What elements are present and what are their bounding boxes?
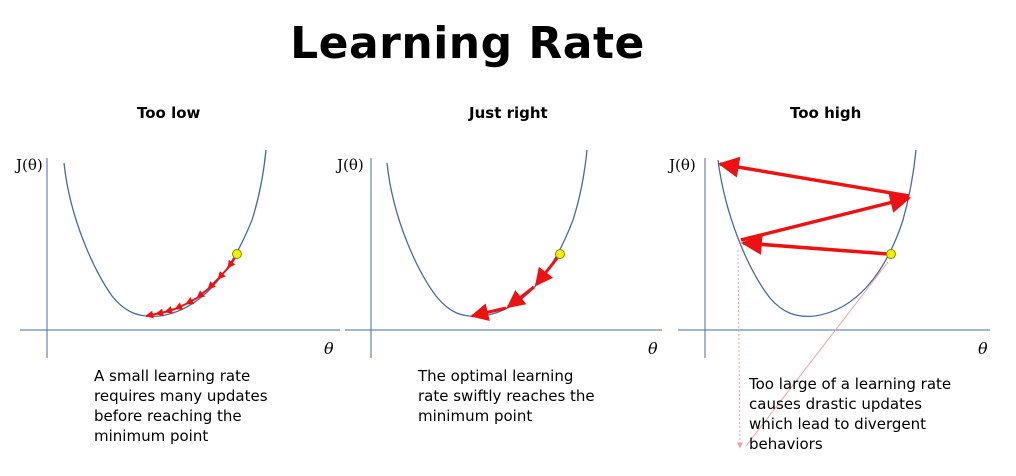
panel-too-low: [20, 149, 340, 358]
update-arrow: [534, 256, 560, 287]
start-point: [232, 249, 242, 259]
panel-too-high: [678, 149, 990, 449]
update-arrow: [506, 285, 535, 309]
x-axis-label-too-low: θ: [324, 339, 334, 358]
cost-curve: [386, 149, 588, 318]
caption-line: minimum point: [94, 427, 209, 445]
update-arrow: [185, 297, 198, 305]
caption-line: causes drastic updates: [749, 395, 922, 413]
y-axis-label-too-high: J(θ): [669, 156, 696, 174]
x-axis-label-too-high: θ: [978, 339, 988, 358]
update-arrow: [740, 192, 912, 242]
x-axis-label-just-right: θ: [648, 339, 658, 358]
start-point: [886, 249, 896, 259]
caption-line: Too large of a learning rate: [749, 375, 952, 393]
caption-line: before reaching the: [94, 407, 242, 425]
update-arrow: [145, 310, 157, 319]
caption-line: The optimal learning: [418, 367, 574, 385]
callout-line: [736, 249, 743, 449]
caption-line: behaviors: [749, 435, 823, 453]
caption-line: which lead to divergent: [749, 415, 927, 433]
small-update-arrows: [145, 254, 238, 319]
y-axis-label-just-right: J(θ): [337, 156, 364, 174]
caption-just-right: The optimal learning rate swiftly reache…: [418, 366, 595, 426]
panel-just-right: [345, 149, 662, 358]
update-arrow: [174, 302, 187, 310]
panel-heading-too-low: Too low: [137, 104, 201, 122]
cost-curve: [717, 149, 917, 318]
caption-line: minimum point: [418, 407, 533, 425]
update-arrow: [207, 278, 219, 290]
update-arrow: [217, 267, 229, 280]
caption-too-high: Too large of a learning rate causes dras…: [749, 374, 951, 454]
callout-lines: [736, 249, 889, 449]
y-axis-label-too-low: J(θ): [16, 156, 43, 174]
caption-line: A small learning rate: [94, 367, 251, 385]
caption-line: rate swiftly reaches the: [418, 387, 595, 405]
caption-too-low: A small learning rate requires many upda…: [94, 366, 268, 446]
update-arrow: [164, 306, 176, 314]
optimal-update-arrows: [470, 256, 560, 322]
update-arrow: [717, 156, 910, 198]
cost-curve: [63, 149, 267, 318]
update-arrow: [196, 288, 209, 299]
update-arrow: [470, 303, 507, 322]
panel-heading-just-right: Just right: [469, 104, 548, 122]
caption-line: requires many updates: [94, 387, 268, 405]
callout-line: [745, 261, 889, 447]
panel-heading-too-high: Too high: [790, 104, 862, 122]
divergent-update-arrows: [717, 156, 912, 256]
page-title: Learning Rate: [290, 18, 645, 69]
update-arrow: [155, 308, 166, 317]
update-arrow: [740, 233, 889, 256]
start-point: [555, 249, 565, 259]
